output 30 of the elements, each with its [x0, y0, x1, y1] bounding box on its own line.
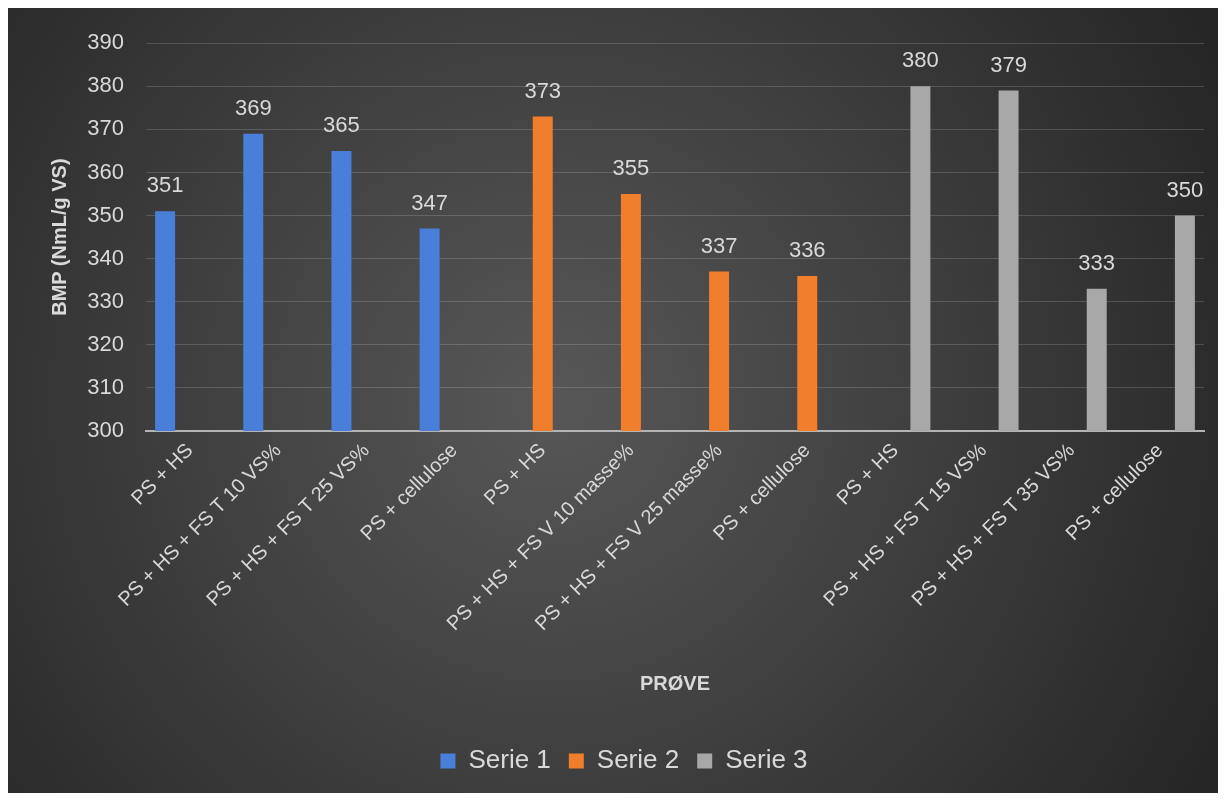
- y-tick-label: 310: [87, 373, 124, 399]
- data-label: 355: [612, 155, 650, 181]
- data-label: 379: [990, 51, 1027, 77]
- data-label: 336: [788, 236, 826, 262]
- y-tick-label: 330: [87, 287, 124, 313]
- x-tick-label: PS + HS: [126, 438, 197, 509]
- data-label: 347: [411, 189, 448, 215]
- data-label: 337: [700, 232, 738, 258]
- y-axis-title: BMP (NmL/g VS): [47, 158, 70, 316]
- legend-label: Serie 1: [468, 744, 551, 775]
- y-tick-label: 390: [87, 29, 124, 55]
- y-tick-label: 300: [87, 417, 124, 443]
- data-label: 333: [1078, 249, 1116, 275]
- x-axis-title: PRØVE: [639, 671, 711, 694]
- y-tick-label: 360: [87, 158, 124, 184]
- y-tick-label: 320: [87, 330, 124, 356]
- data-label: 380: [902, 47, 939, 73]
- data-label: 369: [234, 94, 272, 120]
- x-tick-label: PS + HS: [479, 438, 550, 509]
- legend-label: Serie 3: [725, 744, 808, 775]
- data-label: 350: [1166, 176, 1204, 202]
- data-label: 351: [146, 172, 184, 198]
- y-tick-label: 370: [87, 115, 124, 141]
- y-tick-label: 380: [87, 72, 124, 98]
- legend-label: Serie 2: [596, 744, 680, 775]
- y-tick-label: 340: [87, 244, 124, 270]
- x-tick-label: PS + HS: [831, 438, 903, 509]
- data-label: 373: [524, 77, 562, 103]
- data-label: 365: [323, 111, 360, 137]
- y-tick-label: 350: [87, 201, 124, 227]
